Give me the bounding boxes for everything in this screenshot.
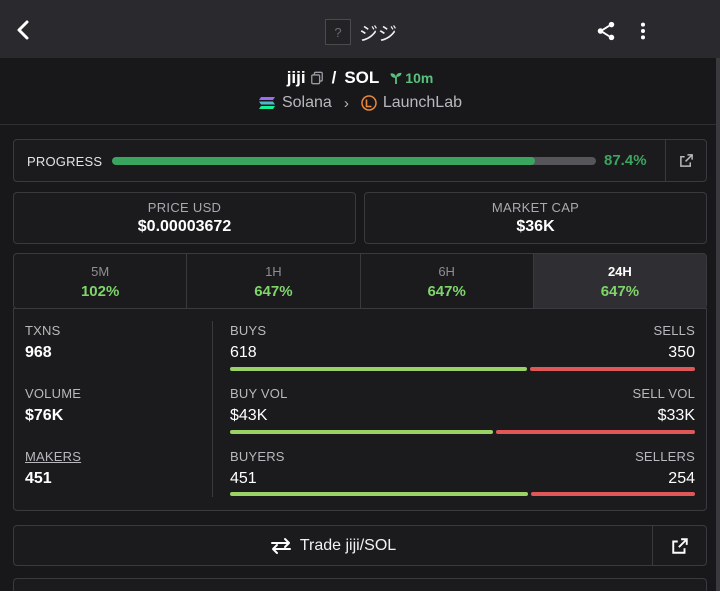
price-card: PRICE USD $0.00003672 [13,192,356,244]
chevron-right-icon: › [343,94,349,112]
progress-track [112,157,596,165]
pair-age-value: 10m [405,70,434,86]
trade-button[interactable]: Trade jiji/SOL [14,526,652,565]
solana-icon [258,97,275,109]
back-icon[interactable] [12,18,36,42]
pair-header: jiji / SOL 10m [0,68,720,88]
more-icon[interactable] [632,20,654,42]
pair-base: jiji [286,68,306,87]
sells-bar [530,367,695,371]
sellers-bar [531,492,695,496]
progress-card: PROGRESS 87.4% [13,139,707,182]
trade-label: Trade jiji/SOL [299,536,397,554]
buyers-bar [230,492,528,496]
progress-value: 87.4% [604,152,647,169]
scrollbar[interactable] [716,58,720,591]
market-cap-label: MARKET CAP [491,200,580,215]
txns-value: 968 [25,344,52,361]
buy-vol-label: BUY VOL [230,386,288,401]
makers-value: 451 [25,470,52,487]
buys-value: 618 [230,344,257,361]
makers-label[interactable]: MAKERS [25,449,82,464]
divider [0,124,716,125]
sell-vol-bar [496,430,695,434]
sell-vol-value: $33K [657,407,695,424]
trade-external-button[interactable] [652,526,706,565]
external-link-icon [680,154,693,167]
share-icon[interactable] [595,20,617,42]
buys-bar [230,367,527,371]
external-link-icon [671,537,688,554]
next-section-card [13,578,707,591]
buyers-value: 451 [230,470,257,487]
sellers-value: 254 [668,470,695,487]
sellers-label: SELLERS [635,449,695,464]
sprout-icon [390,72,402,84]
volume-value: $76K [25,407,64,424]
pair-quote: SOL [344,68,380,87]
sell-vol-label: SELL VOL [632,386,695,401]
txns-label: TXNS [25,323,61,338]
sells-label: SELLS [653,323,695,338]
pair-separator: / [331,68,337,87]
price-label: PRICE USD [147,200,222,215]
top-bar: ? ジジ [0,0,720,58]
tab-1h[interactable]: 1H 647% [187,254,361,308]
progress-external-button[interactable] [665,140,707,181]
launchlab-icon [361,95,377,111]
title-wrap: ? ジジ [325,19,397,45]
dex-name[interactable]: LaunchLab [382,94,462,111]
tab-24h[interactable]: 24H 647% [533,254,706,308]
trade-bar: Trade jiji/SOL [13,525,707,566]
page-title: ジジ [359,22,398,45]
volume-label: VOLUME [25,386,82,401]
sells-value: 350 [668,344,695,361]
buy-vol-bar [230,430,493,434]
tab-5m[interactable]: 5M 102% [14,254,188,308]
market-cap-card: MARKET CAP $36K [364,192,707,244]
progress-label: PROGRESS [27,154,103,169]
buys-label: BUYS [230,323,267,338]
chain-breadcrumb: Solana › LaunchLab [0,94,720,112]
tab-6h[interactable]: 6H 647% [361,254,534,308]
buyers-label: BUYERS [230,449,285,464]
swap-icon [270,537,291,554]
price-value: $0.00003672 [137,218,232,235]
buy-vol-value: $43K [230,407,268,424]
token-image-placeholder: ? [325,19,351,45]
market-cap-value: $36K [516,218,555,235]
chain-name[interactable]: Solana [281,94,332,111]
timeframe-tabs: 5M 102% 1H 647% 6H 647% 24H 647% [13,253,707,309]
panel-divider [212,321,213,497]
transactions-panel: TXNS 968 VOLUME $76K MAKERS 451 BUYS SEL… [13,308,707,511]
copy-icon[interactable] [310,71,324,85]
pair-age: 10m [389,70,433,86]
progress-fill [112,157,536,165]
